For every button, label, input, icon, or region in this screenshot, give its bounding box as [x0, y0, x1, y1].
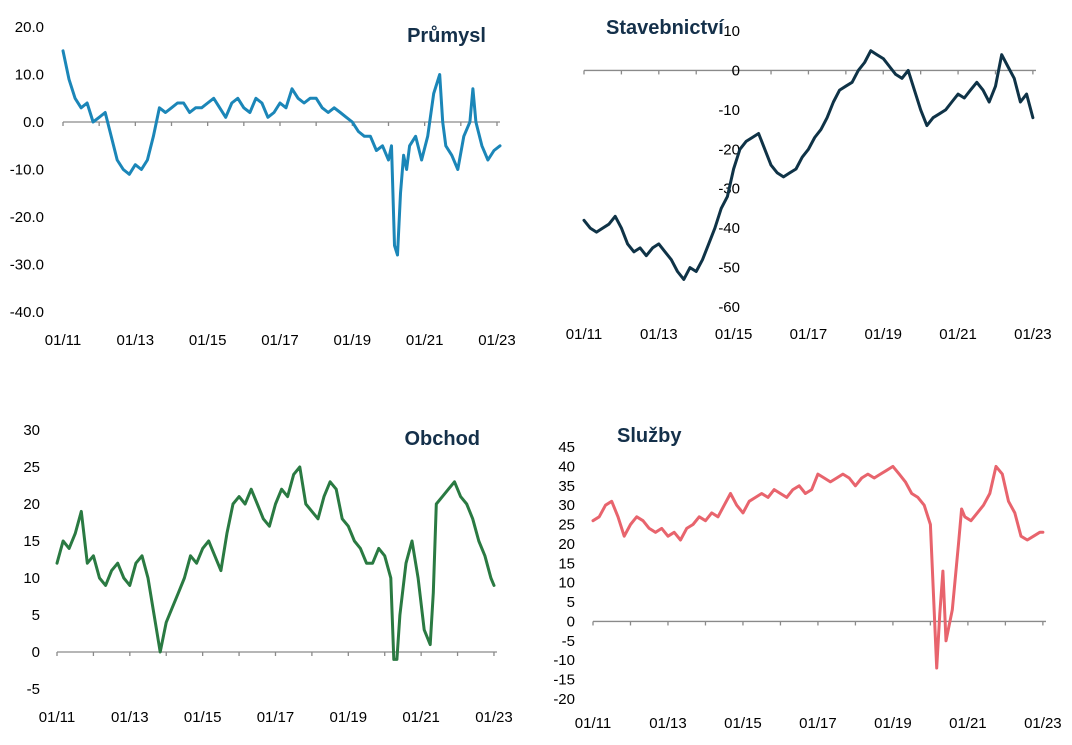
chart-title: Služby [617, 425, 682, 447]
y-tick-label: -10 [718, 102, 740, 119]
x-tick-label: 01/11 [575, 715, 611, 732]
y-tick-label: -20.0 [10, 209, 44, 226]
series-line-prumysl [61, 49, 502, 257]
y-tick-label: -40 [718, 220, 740, 237]
y-tick-label: -50 [718, 260, 740, 277]
x-tick-label: 01/11 [566, 326, 602, 343]
x-tick-label: 01/23 [478, 332, 516, 349]
x-tick-label: 01/23 [475, 709, 513, 726]
x-tick-label: 01/19 [334, 332, 372, 349]
x-tick-label: 01/13 [111, 709, 149, 726]
y-tick-label: 10 [23, 570, 40, 587]
chart-title: Stavebnictví [606, 17, 725, 39]
y-tick-label: 35 [558, 478, 575, 495]
series-line-obchod [55, 465, 496, 661]
y-tick-label: 0 [567, 613, 575, 630]
chart-title: Obchod [404, 428, 480, 450]
x-tick-label: 01/15 [189, 332, 227, 349]
y-tick-label: -30.0 [10, 257, 44, 274]
x-tick-label: 01/21 [939, 326, 977, 343]
y-tick-label: 0 [732, 62, 740, 79]
y-tick-label: -5 [562, 633, 575, 650]
y-tick-label: 20.0 [15, 19, 44, 36]
y-tick-label: -10 [553, 652, 575, 669]
y-tick-label: 30 [558, 497, 575, 514]
y-tick-label: 25 [23, 459, 40, 476]
x-tick-label: 01/23 [1014, 326, 1052, 343]
y-tick-label: 0.0 [23, 114, 44, 131]
x-tick-label: 01/15 [724, 715, 762, 732]
x-tick-label: 01/15 [715, 326, 753, 343]
x-tick-label: 01/19 [330, 709, 368, 726]
x-tick-label: 01/15 [184, 709, 222, 726]
x-tick-label: 01/21 [406, 332, 444, 349]
series-line-sluzby [591, 464, 1045, 670]
y-tick-label: 40 [558, 458, 575, 475]
y-tick-label: 20 [23, 496, 40, 513]
y-tick-label: 10 [558, 575, 575, 592]
y-tick-label: 5 [32, 607, 40, 624]
chart-title: Průmysl [407, 25, 486, 47]
y-tick-label: -20 [718, 141, 740, 158]
x-tick-label: 01/11 [45, 332, 81, 349]
y-tick-label: 20 [558, 536, 575, 553]
x-tick-label: 01/23 [1024, 715, 1062, 732]
y-tick-label: 10 [723, 23, 740, 40]
x-tick-label: 01/19 [874, 715, 912, 732]
y-tick-label: 30 [23, 422, 40, 439]
y-tick-label: 10.0 [15, 67, 44, 84]
x-tick-label: 01/17 [257, 709, 295, 726]
x-tick-label: 01/19 [864, 326, 902, 343]
x-tick-label: 01/21 [949, 715, 987, 732]
y-tick-label: 45 [558, 439, 575, 456]
y-tick-label: 0 [32, 644, 40, 661]
x-tick-label: 01/21 [402, 709, 440, 726]
y-tick-label: -5 [27, 681, 40, 698]
y-tick-label: 25 [558, 517, 575, 534]
series-line-stavebnictvi [582, 49, 1035, 281]
chart-obchod: 30 25 20 15 10 5 0 -5 01/11 01/13 01/15 01/17 01/19 0… [23, 422, 512, 726]
x-tick-label: 01/13 [649, 715, 687, 732]
y-tick-label: -40.0 [10, 304, 44, 321]
y-tick-label: 15 [23, 533, 40, 550]
x-tick-label: 01/11 [39, 709, 75, 726]
y-tick-label: -15 [553, 672, 575, 689]
y-tick-label: 5 [567, 594, 575, 611]
x-tick-label: 01/17 [261, 332, 299, 349]
chart-prumysl: 20.0 10.0 0.0 -10.0 -20.0 -30.0 -40.001/11 01/1… [10, 19, 516, 349]
y-tick-label: -60 [718, 299, 740, 316]
y-tick-label: -10.0 [10, 162, 44, 179]
x-tick-label: 01/17 [799, 715, 837, 732]
y-tick-label: -20 [553, 691, 575, 708]
x-tick-label: 01/13 [117, 332, 155, 349]
y-tick-label: 15 [558, 555, 575, 572]
x-tick-label: 01/17 [790, 326, 828, 343]
x-tick-label: 01/13 [640, 326, 678, 343]
